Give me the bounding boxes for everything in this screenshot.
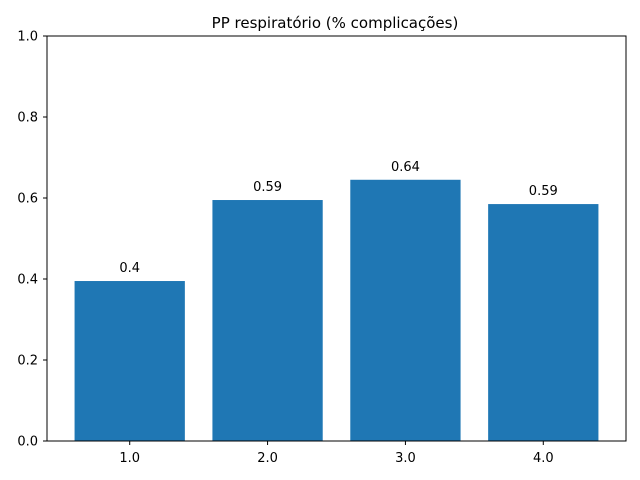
bar-4 xyxy=(488,204,599,441)
bar-2 xyxy=(212,200,323,441)
y-axis: 0.0 0.2 0.4 0.6 0.8 1.0 xyxy=(17,30,47,450)
x-tick-label: 1.0 xyxy=(119,451,140,466)
x-tick-label: 2.0 xyxy=(257,451,278,466)
bar-1 xyxy=(74,281,185,441)
x-tick-label: 3.0 xyxy=(395,451,416,466)
data-label-2: 0.59 xyxy=(253,180,282,195)
x-tick-label: 4.0 xyxy=(533,451,554,466)
plot-frame xyxy=(46,35,627,442)
y-tick-label: 1.0 xyxy=(17,30,38,45)
y-tick-label: 0.6 xyxy=(17,192,38,207)
data-label-4: 0.59 xyxy=(529,184,558,199)
data-label-3: 0.64 xyxy=(391,160,420,175)
chart-title: PP respiratório (% complicações) xyxy=(212,14,459,32)
y-tick-label: 0.2 xyxy=(17,354,38,369)
y-tick-label: 0.0 xyxy=(17,435,38,450)
y-tick-label: 0.8 xyxy=(17,111,38,126)
y-tick-label: 0.4 xyxy=(17,273,38,288)
data-label-1: 0.4 xyxy=(119,261,140,276)
x-axis: 1.0 2.0 3.0 4.0 xyxy=(119,441,554,466)
bar-3 xyxy=(350,179,461,441)
bars-group: 0.4 0.59 0.64 0.59 xyxy=(74,160,599,441)
